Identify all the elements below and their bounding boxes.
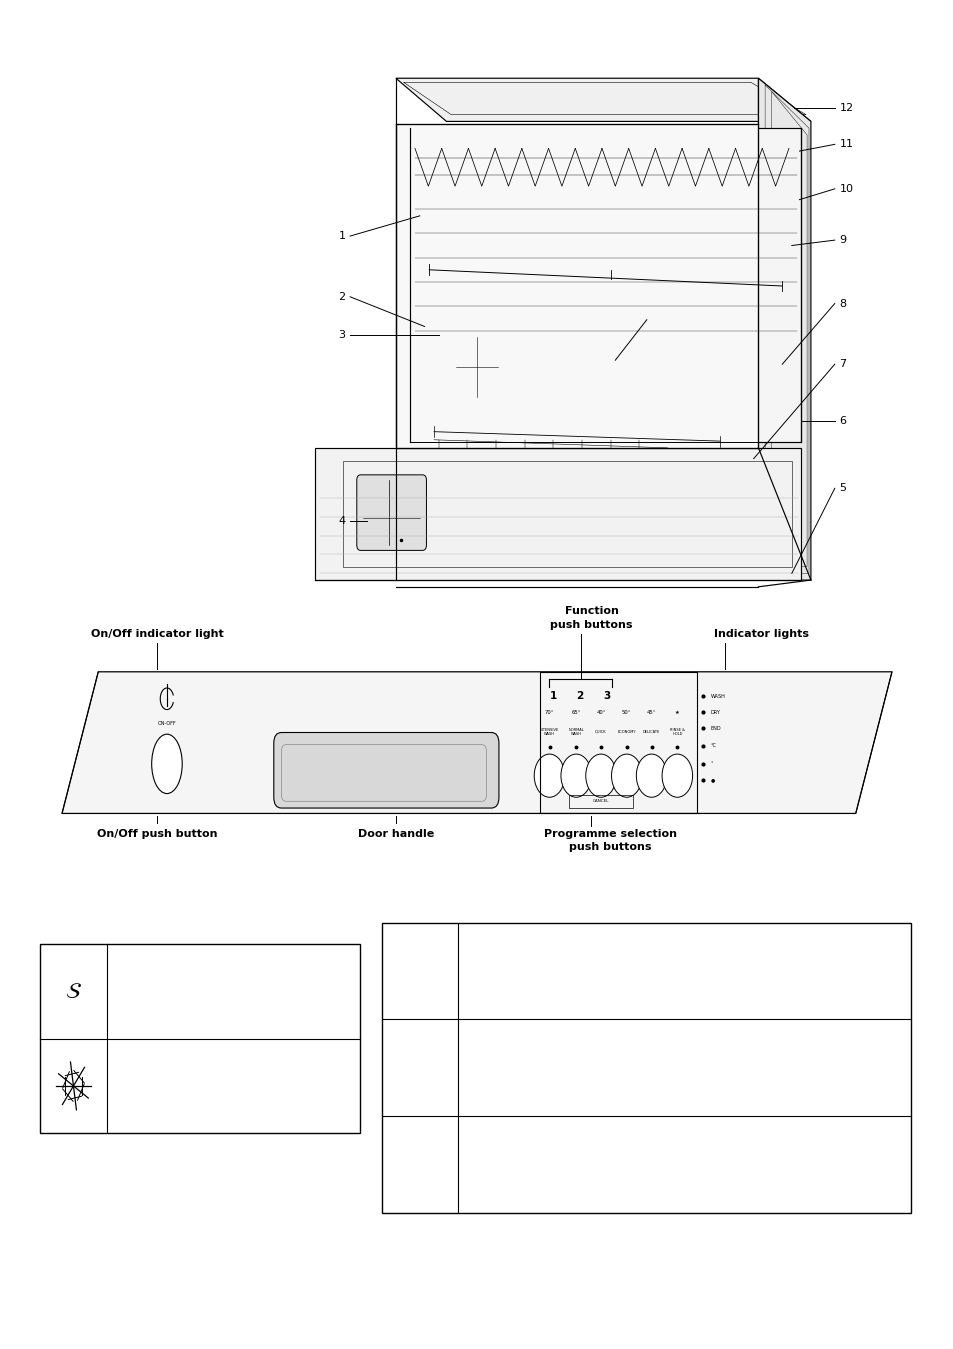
Text: ON-OFF: ON-OFF <box>157 720 176 726</box>
Text: ★: ★ <box>675 711 679 715</box>
Text: 65°: 65° <box>571 711 580 715</box>
Circle shape <box>611 754 641 797</box>
Polygon shape <box>62 672 891 813</box>
Circle shape <box>661 754 692 797</box>
Text: 3: 3 <box>338 329 345 340</box>
Text: 7: 7 <box>839 359 845 370</box>
Text: INTENSIVE
WASH: INTENSIVE WASH <box>539 727 558 737</box>
FancyBboxPatch shape <box>356 475 426 550</box>
Text: 4: 4 <box>338 515 345 526</box>
Text: 1: 1 <box>338 231 345 241</box>
Circle shape <box>534 754 564 797</box>
Text: $\mathcal{S}$: $\mathcal{S}$ <box>65 982 82 1001</box>
Text: 40°: 40° <box>596 711 605 715</box>
Text: Function: Function <box>564 606 618 616</box>
Text: 2: 2 <box>576 691 583 701</box>
Text: CANCEL: CANCEL <box>592 800 609 803</box>
Text: push buttons: push buttons <box>569 842 651 853</box>
Text: 45°: 45° <box>646 711 656 715</box>
Circle shape <box>560 754 591 797</box>
Text: 11: 11 <box>839 139 853 150</box>
Polygon shape <box>314 448 801 580</box>
Text: 2: 2 <box>338 291 345 302</box>
Text: 8: 8 <box>839 298 845 309</box>
Text: WASH: WASH <box>710 693 725 699</box>
Text: NORMAL
WASH: NORMAL WASH <box>568 727 583 737</box>
Text: 10: 10 <box>839 183 853 194</box>
Text: °C: °C <box>710 743 716 749</box>
Text: Programme selection: Programme selection <box>543 828 677 839</box>
Bar <box>539 672 697 813</box>
Text: QUICK: QUICK <box>595 730 606 734</box>
Text: 9: 9 <box>839 235 845 246</box>
Circle shape <box>636 754 666 797</box>
Text: ●: ● <box>710 777 714 782</box>
Text: °: ° <box>710 761 713 766</box>
Bar <box>381 923 910 1213</box>
Text: DELICATE: DELICATE <box>642 730 659 734</box>
Text: ECONOMY: ECONOMY <box>617 730 636 734</box>
Text: END: END <box>710 726 720 731</box>
Text: On/Off indicator light: On/Off indicator light <box>91 629 224 639</box>
Text: 3: 3 <box>602 691 610 701</box>
Text: On/Off push button: On/Off push button <box>97 828 217 839</box>
Text: 6: 6 <box>839 415 845 426</box>
Text: 70°: 70° <box>544 711 554 715</box>
Ellipse shape <box>152 734 182 793</box>
Text: Indicator lights: Indicator lights <box>713 629 808 639</box>
Text: 1: 1 <box>549 691 557 701</box>
Text: RINSE &
HOLD: RINSE & HOLD <box>669 727 684 737</box>
Text: Door handle: Door handle <box>357 828 434 839</box>
Polygon shape <box>395 78 810 121</box>
Text: 12: 12 <box>839 103 853 113</box>
Text: 5: 5 <box>839 483 845 494</box>
Polygon shape <box>395 124 758 448</box>
Bar <box>568 795 633 808</box>
Text: 50°: 50° <box>621 711 631 715</box>
Bar <box>40 944 359 1133</box>
Polygon shape <box>410 128 801 442</box>
Text: push buttons: push buttons <box>550 619 632 630</box>
Polygon shape <box>758 78 810 580</box>
FancyBboxPatch shape <box>274 733 498 808</box>
Circle shape <box>585 754 616 797</box>
Text: DRY: DRY <box>710 710 720 715</box>
